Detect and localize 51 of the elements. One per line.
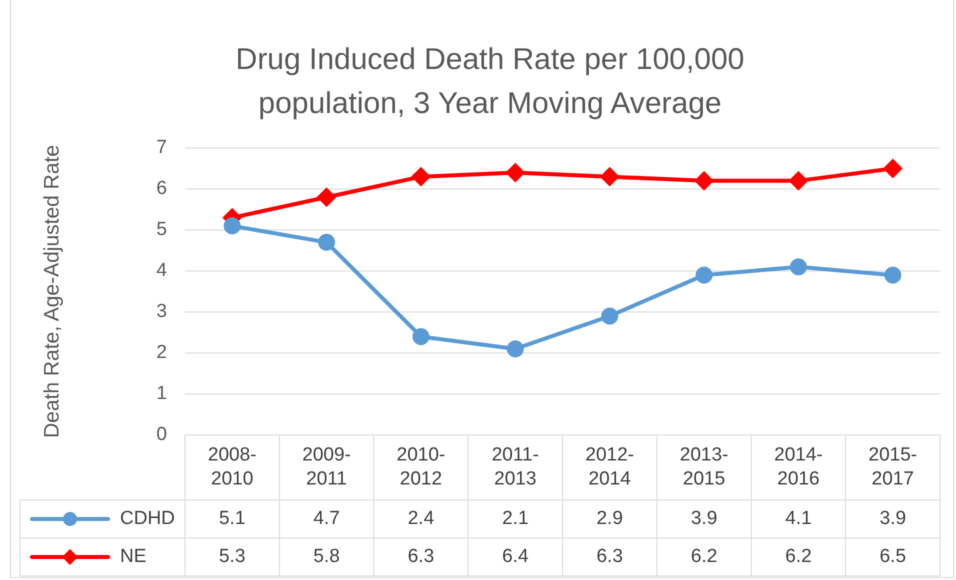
point — [696, 266, 713, 284]
y-tick-label: 7 — [156, 137, 167, 158]
point — [601, 308, 618, 325]
y-tick-label: 5 — [156, 219, 167, 240]
data-label: 6.4 — [502, 546, 529, 568]
data-label: 2.4 — [408, 508, 435, 530]
point — [318, 188, 336, 206]
point — [695, 172, 714, 190]
data-label: 4.7 — [313, 508, 340, 530]
data-label: 4.1 — [785, 508, 812, 530]
y-tick-label: 4 — [156, 260, 168, 282]
y-tick-label: 2 — [156, 342, 167, 364]
point — [884, 266, 902, 284]
y-tick-label: 0 — [156, 424, 167, 446]
legend-label: NE — [120, 546, 146, 568]
y-axis-title: Death Rate, Age-Adjusted Rate — [40, 144, 64, 438]
x-tick-label: 2012-2014 — [585, 444, 634, 490]
x-tick-label: 2011-2013 — [492, 444, 539, 490]
x-tick-label: 2008-2010 — [208, 444, 256, 490]
y-tick-label: 1 — [156, 383, 167, 404]
legend-label: CDHD — [120, 508, 175, 530]
point — [506, 340, 524, 358]
point — [318, 234, 336, 251]
x-tick-label: 2013-2015 — [680, 444, 728, 490]
x-tick-label: 2015-2017 — [868, 444, 918, 490]
chart-title: Drug Induced Death Rate per 100,000 population, 3 Year Moving Average — [234, 42, 746, 122]
point — [412, 328, 430, 346]
data-label: 6.3 — [408, 546, 434, 568]
data-label: 5.3 — [218, 546, 246, 568]
data-label: 2.1 — [502, 508, 529, 530]
point — [506, 164, 524, 182]
x-tick-label: 2009-2011 — [302, 444, 351, 490]
data-label: 6.2 — [785, 546, 812, 568]
point — [600, 168, 619, 186]
data-label: 3.9 — [690, 508, 718, 530]
data-label: 6.5 — [880, 546, 906, 568]
point — [412, 168, 430, 186]
point — [789, 172, 808, 190]
x-tick-label: 2010-2012 — [396, 444, 446, 490]
data-label: 5.1 — [218, 508, 246, 530]
data-label: 6.2 — [690, 546, 718, 568]
data-label: 3.9 — [880, 508, 906, 530]
data-label: 5.8 — [313, 546, 340, 568]
point — [224, 217, 241, 234]
y-tick-label: 6 — [156, 178, 167, 200]
x-tick-label: 2014-2016 — [774, 444, 823, 490]
y-tick-label: 3 — [156, 301, 167, 322]
point — [790, 258, 807, 276]
point — [884, 160, 902, 178]
data-label: 2.9 — [596, 508, 623, 530]
data-label: 6.3 — [596, 546, 623, 568]
